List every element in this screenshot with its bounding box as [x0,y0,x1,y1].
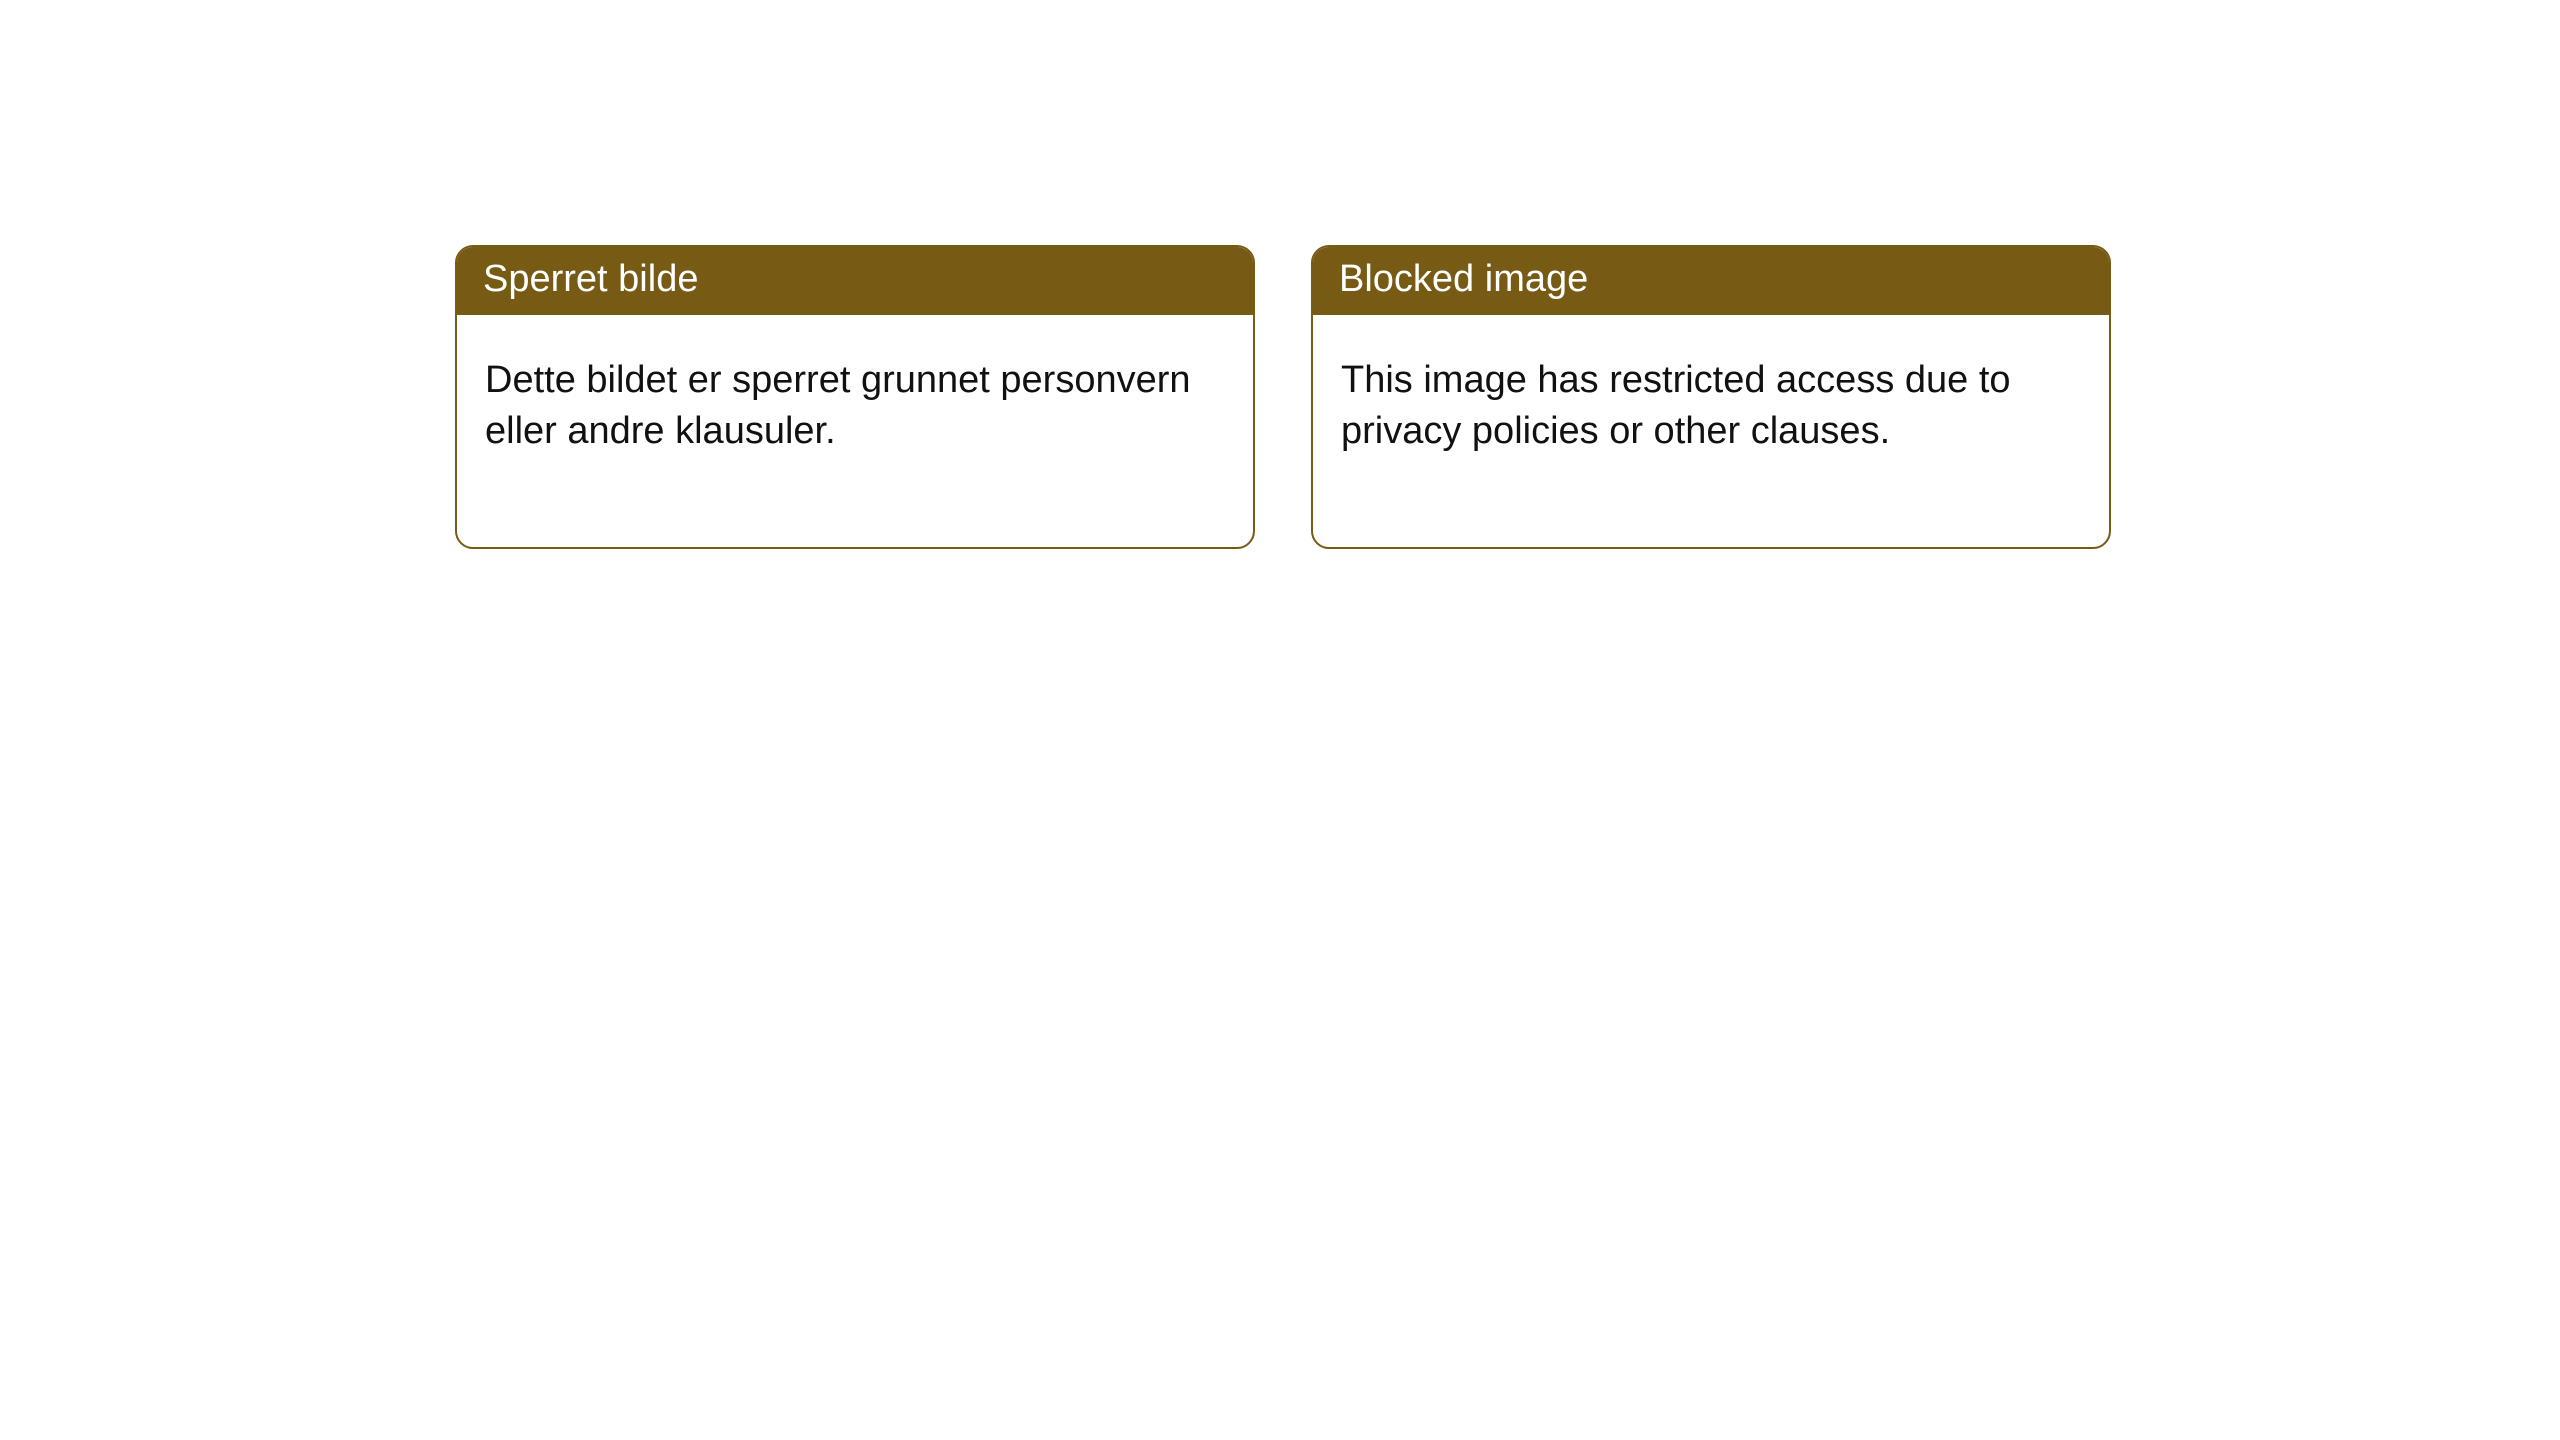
card-body-no: Dette bildet er sperret grunnet personve… [457,315,1253,548]
blocked-image-card-no: Sperret bilde Dette bildet er sperret gr… [455,245,1255,549]
card-body-en: This image has restricted access due to … [1313,315,2109,548]
blocked-image-card-en: Blocked image This image has restricted … [1311,245,2111,549]
card-header-no: Sperret bilde [457,247,1253,315]
notice-container: Sperret bilde Dette bildet er sperret gr… [0,0,2560,549]
card-header-en: Blocked image [1313,247,2109,315]
